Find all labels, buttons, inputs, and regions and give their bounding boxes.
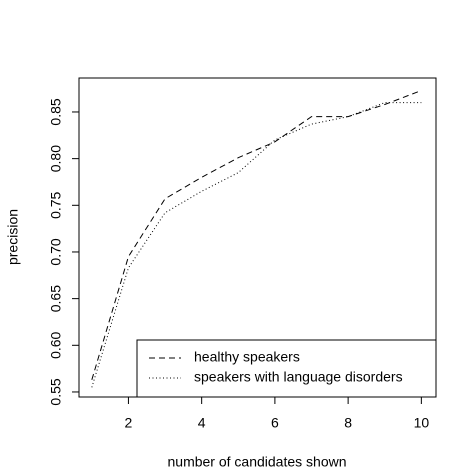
- series-line: [91, 102, 422, 388]
- x-axis-label: number of candidates shown: [168, 454, 347, 470]
- x-tick-label: 2: [125, 415, 133, 431]
- y-tick-label: 0.55: [48, 378, 64, 405]
- y-tick-label: 0.65: [48, 285, 64, 312]
- x-tick-label: 6: [271, 415, 279, 431]
- x-tick-label: 10: [414, 415, 430, 431]
- y-tick-label: 0.75: [48, 191, 64, 218]
- series-line: [91, 90, 422, 380]
- y-axis-label: precision: [5, 209, 21, 265]
- x-tick-label: 4: [198, 415, 206, 431]
- legend-label: speakers with language disorders: [194, 369, 403, 385]
- y-tick-label: 0.85: [48, 98, 64, 125]
- legend-label: healthy speakers: [194, 349, 300, 365]
- y-tick-label: 0.70: [48, 238, 64, 265]
- legend-box: [136, 339, 437, 398]
- y-tick-label: 0.80: [48, 145, 64, 172]
- x-tick-label: 8: [344, 415, 352, 431]
- y-tick-label: 0.60: [48, 331, 64, 358]
